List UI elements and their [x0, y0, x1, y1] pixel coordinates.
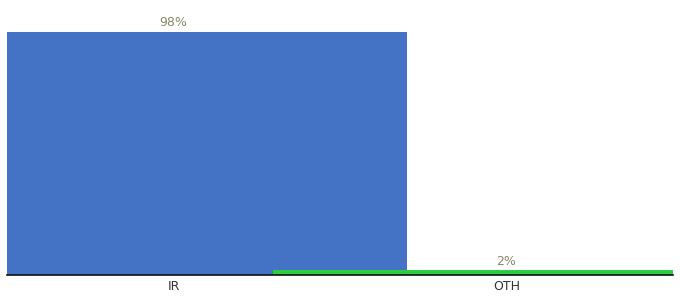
Bar	[273, 270, 680, 275]
Bar	[0, 32, 407, 275]
Text: 2%: 2%	[496, 255, 517, 268]
Text: 98%: 98%	[160, 16, 188, 29]
